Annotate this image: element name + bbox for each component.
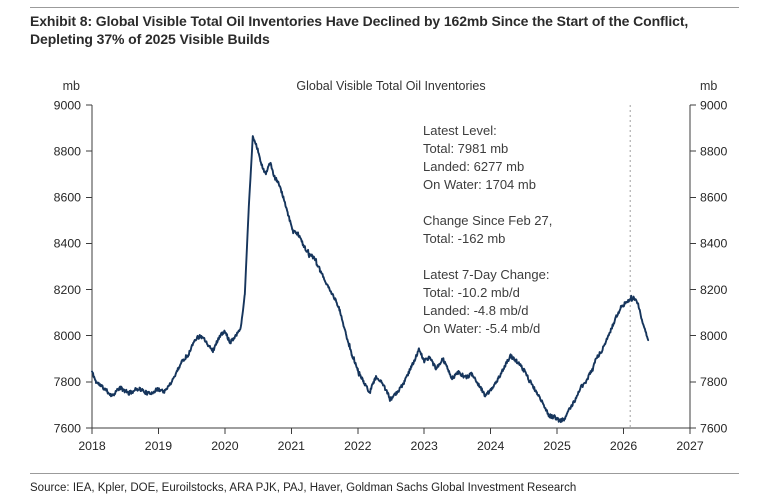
annotation-line: Landed: 6277 mb — [423, 159, 525, 174]
annotation-line: Change Since Feb 27, — [423, 213, 553, 228]
y-tick-label-right: 8200 — [700, 283, 728, 297]
y-tick-label-left: 8200 — [54, 283, 82, 297]
annotation-line: Latest 7-Day Change: — [423, 267, 550, 282]
x-tick-label: 2025 — [543, 439, 571, 453]
y-tick-label-right: 8600 — [700, 191, 728, 205]
annotation-line — [423, 248, 552, 266]
y-tick-label-left: 8600 — [54, 191, 82, 205]
x-tick-label: 2022 — [344, 439, 372, 453]
x-tick-label: 2024 — [477, 439, 505, 453]
y-tick-label-left: 7600 — [54, 421, 82, 435]
y-tick-label-right: 8800 — [700, 144, 728, 158]
y-tick-label-left: 7800 — [54, 375, 82, 389]
x-tick-label: 2021 — [278, 439, 306, 453]
y-tick-label-left: 9000 — [54, 98, 82, 112]
x-tick-label: 2027 — [676, 439, 704, 453]
annotation-line: Total: 7981 mb — [423, 141, 509, 156]
source-text: Source: IEA, Kpler, DOE, Euroilstocks, A… — [30, 482, 577, 494]
annotation-line — [423, 194, 552, 212]
y-axis-unit-right: mb — [700, 79, 718, 93]
exhibit-heading: Exhibit 8: Global Visible Total Oil Inve… — [30, 13, 689, 47]
y-axis-unit-left: mb — [62, 79, 80, 93]
annotation-line: On Water: 1704 mb — [423, 177, 536, 192]
y-tick-label-right: 8400 — [700, 237, 728, 251]
inventory-line-series — [91, 135, 650, 424]
chart-plot-area: 7600 7600 7800 7800 8000 8000 8200 8200 8400 8400… — [54, 98, 728, 453]
x-tick-label: 2020 — [211, 439, 239, 453]
annotation-line: Latest Level: — [423, 123, 497, 138]
x-tick-label: 2019 — [145, 439, 173, 453]
annotation-line: Total: -10.2 mb/d — [423, 285, 520, 300]
chart-annotation: Latest Level: Total: 7981 mb Landed: 6277 … — [423, 122, 552, 338]
annotation-line: Landed: -4.8 mb/d — [423, 303, 529, 318]
y-tick-label-left: 8400 — [54, 237, 82, 251]
annotation-line: Total: -162 mb — [423, 231, 506, 246]
y-tick-label-right: 9000 — [700, 98, 728, 112]
x-tick-label: 2023 — [411, 439, 439, 453]
y-tick-label-right: 7600 — [700, 421, 728, 435]
chart-title: Global Visible Total Oil Inventories — [296, 79, 486, 93]
x-tick-label: 2018 — [78, 439, 106, 453]
top-rule — [30, 7, 739, 8]
bottom-rule — [30, 473, 739, 474]
y-tick-label-right: 7800 — [700, 375, 728, 389]
x-tick-label: 2026 — [610, 439, 638, 453]
tick-labels: 7600 7600 7800 7800 8000 8000 8200 8200 8400 8400… — [54, 98, 728, 453]
y-tick-label-right: 8000 — [700, 329, 728, 343]
y-tick-label-left: 8000 — [54, 329, 82, 343]
oil-inventories-chart: 7600 7600 7800 7800 8000 8000 8200 8200 8400 8400… — [0, 60, 768, 470]
annotation-line: On Water: -5.4 mb/d — [423, 321, 541, 336]
axes — [86, 104, 696, 434]
y-tick-label-left: 8800 — [54, 144, 82, 158]
